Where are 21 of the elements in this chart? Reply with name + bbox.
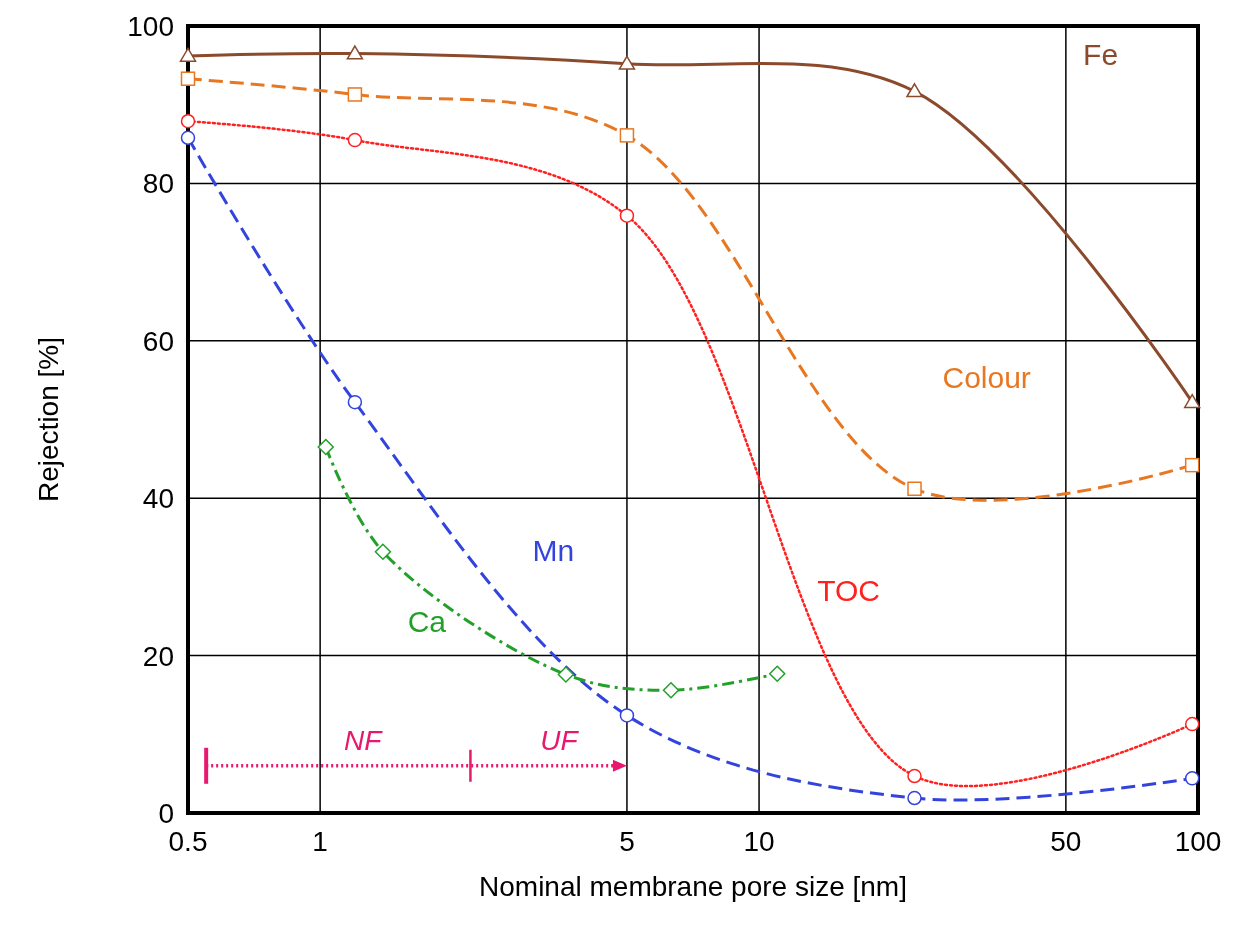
x-axis-title: Nominal membrane pore size [nm] [479, 871, 907, 902]
y-tick-label: 80 [142, 168, 174, 200]
y-tick-label: 0 [158, 798, 174, 829]
y-tick-label: 20 [142, 640, 174, 672]
x-tick-label: 100 [1174, 826, 1222, 857]
text: Colour [942, 361, 1031, 395]
x-tick-label: 1 [312, 826, 328, 857]
y-tick-label: 40 [142, 483, 174, 515]
series-label: Ca [407, 604, 447, 638]
y-tick-label: 60 [142, 325, 174, 357]
x-tick-label: 10 [743, 826, 775, 857]
series-label: TOC [817, 573, 881, 607]
y-axis-title: Rejection [%] [33, 337, 64, 502]
x-tick-label: 0.5 [168, 826, 208, 857]
series-label: Mn [532, 534, 575, 568]
x-tick-label: 5 [619, 826, 635, 857]
annotation: NF [344, 724, 384, 756]
y-tick-label: 100 [127, 11, 174, 42]
annotation: UF [540, 724, 580, 756]
text: Fe [1083, 38, 1119, 72]
x-tick-label: 50 [1050, 826, 1082, 857]
